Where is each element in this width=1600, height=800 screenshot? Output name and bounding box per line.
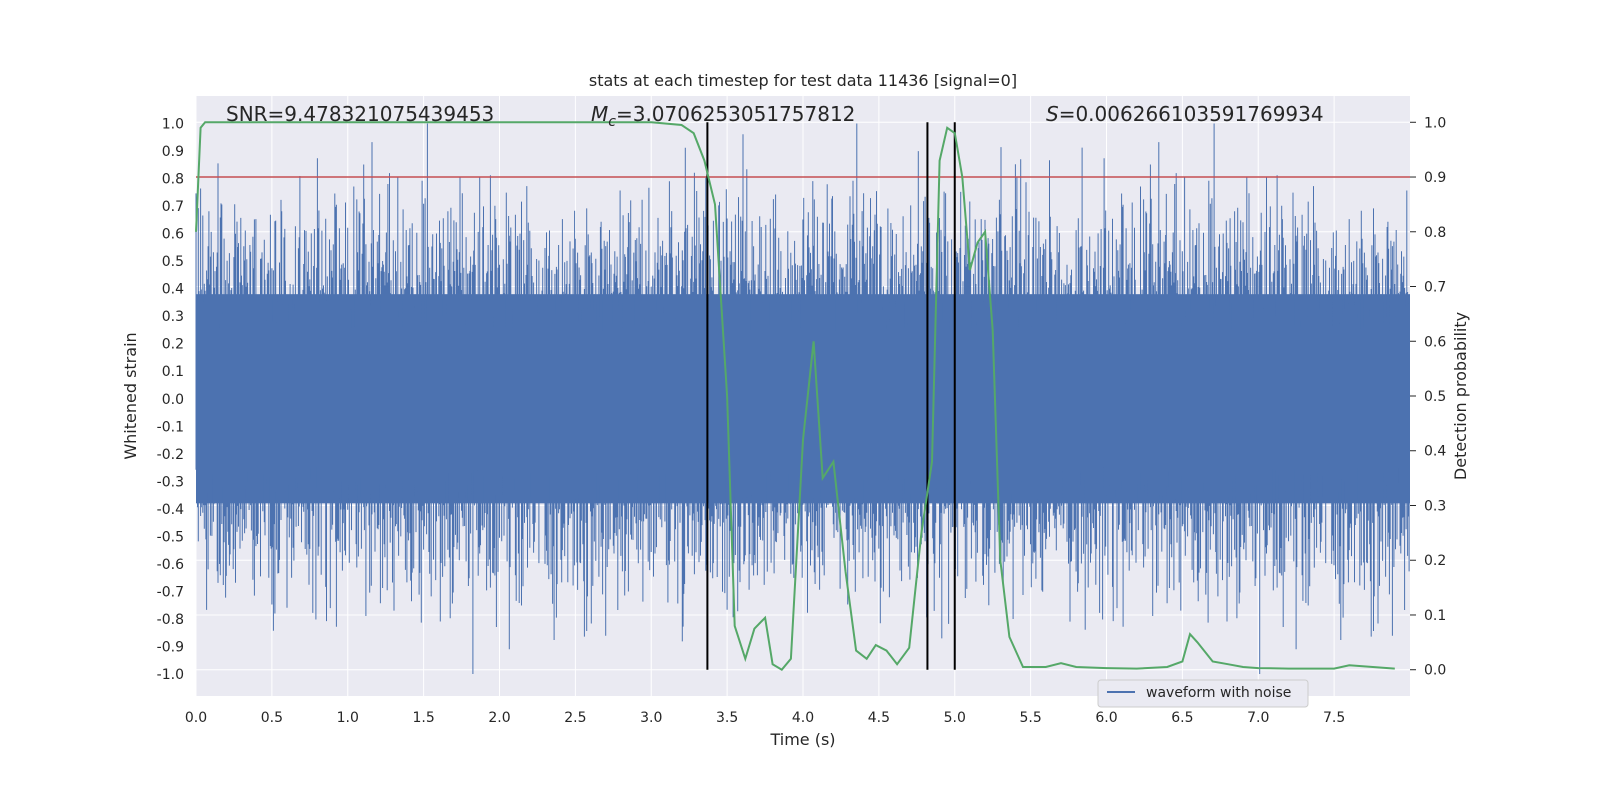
x-axis-ticks: 0.0 0.5 1.0 1.5 2.0 2.5 3.0 3.5 4.0 4.5 5.0 5.5 6.0 6… <box>185 710 1345 726</box>
x-tick-label: 6.5 <box>1171 710 1193 726</box>
x-tick-label: 2.0 <box>488 710 510 726</box>
legend-box <box>1097 679 1309 708</box>
x-tick-label: 7.5 <box>1323 710 1345 726</box>
y-axis-label: Whitened strain <box>121 332 140 459</box>
y-tick-label: 0.0 <box>162 392 184 408</box>
chirp-mass-value: =3.0706253051757812 <box>616 102 855 126</box>
y-tick-label: -0.3 <box>157 474 184 490</box>
y-tick-label: 0.6 <box>162 227 184 243</box>
chart-title: stats at each timestep for test data 114… <box>589 71 1017 90</box>
y-tick-label: -0.6 <box>157 557 184 573</box>
waveform-series <box>195 123 1410 674</box>
y2-tick-label: 0.5 <box>1424 389 1446 405</box>
x-tick-label: 7.0 <box>1247 710 1269 726</box>
y-tick-label: 0.5 <box>162 254 184 270</box>
y-tick-label: -0.7 <box>157 584 184 600</box>
y2-axis-ticks: 1.0 0.9 0.8 0.7 0.6 0.5 0.4 0.3 0.2 0.1 0.0 <box>1410 115 1446 679</box>
s-annotation: S=0.006266103591769934 <box>1046 102 1324 126</box>
y-tick-label: 0.8 <box>162 172 184 188</box>
chirp-mass-annotation: Mc=3.0706253051757812 <box>591 102 855 130</box>
y2-tick-label: 0.3 <box>1424 498 1446 514</box>
y2-tick-label: 0.1 <box>1424 608 1446 624</box>
y-tick-label: -0.1 <box>157 419 184 435</box>
x-tick-label: 3.5 <box>716 710 738 726</box>
snr-annotation: SNR=9.478321075439453 <box>226 102 494 126</box>
y-tick-label: -0.2 <box>157 447 184 463</box>
y-tick-label: 0.4 <box>162 282 184 298</box>
s-symbol: S <box>1046 102 1059 126</box>
y-tick-label: -0.8 <box>157 612 184 628</box>
y-tick-label: 0.2 <box>162 337 184 353</box>
y2-tick-label: 0.2 <box>1424 553 1446 569</box>
y-tick-label: -1.0 <box>157 667 184 683</box>
y-tick-label: -0.4 <box>157 502 184 518</box>
x-tick-label: 5.0 <box>944 710 966 726</box>
y2-tick-label: 0.6 <box>1424 334 1446 350</box>
y2-tick-label: 1.0 <box>1424 115 1446 131</box>
x-tick-label: 1.5 <box>412 710 434 726</box>
probability-line <box>195 121 1395 671</box>
y-axis-ticks: 1.0 0.9 0.8 0.7 0.6 0.5 0.4 0.3 0.2 0.1 0.0 -0.1 -0.… <box>157 117 184 683</box>
x-tick-label: 4.5 <box>868 710 890 726</box>
legend: waveform with noise <box>1097 679 1309 708</box>
y-tick-label: 0.7 <box>162 199 184 215</box>
x-tick-label: 1.0 <box>337 710 359 726</box>
y-tick-label: 1.0 <box>162 117 184 133</box>
waveform-trace <box>195 123 1410 674</box>
legend-label: waveform with noise <box>1146 685 1291 701</box>
y-tick-label: -0.9 <box>157 639 184 655</box>
y2-tick-label: 0.8 <box>1424 225 1446 241</box>
x-tick-label: 4.0 <box>792 710 814 726</box>
y-tick-label: 0.9 <box>162 144 184 160</box>
x-tick-label: 0.0 <box>185 710 207 726</box>
chirp-mass-subscript: c <box>608 114 616 130</box>
x-tick-label: 6.0 <box>1095 710 1117 726</box>
probability-series <box>195 121 1395 671</box>
vertical-markers <box>706 122 956 670</box>
s-value: =0.006266103591769934 <box>1059 102 1324 126</box>
y2-tick-label: 0.0 <box>1424 663 1446 679</box>
y2-axis-label: Detection probability <box>1451 312 1470 480</box>
chirp-mass-symbol: M <box>591 102 608 126</box>
y-tick-label: 0.1 <box>162 364 184 380</box>
y2-tick-label: 0.4 <box>1424 444 1446 460</box>
x-tick-label: 0.5 <box>261 710 283 726</box>
x-axis-label: Time (s) <box>769 730 835 749</box>
y-tick-label: -0.5 <box>157 529 184 545</box>
y2-tick-label: 0.7 <box>1424 280 1446 296</box>
x-tick-label: 3.0 <box>640 710 662 726</box>
x-tick-label: 5.5 <box>1019 710 1041 726</box>
y2-tick-label: 0.9 <box>1424 170 1446 186</box>
y-tick-label: 0.3 <box>162 309 184 325</box>
x-tick-label: 2.5 <box>564 710 586 726</box>
